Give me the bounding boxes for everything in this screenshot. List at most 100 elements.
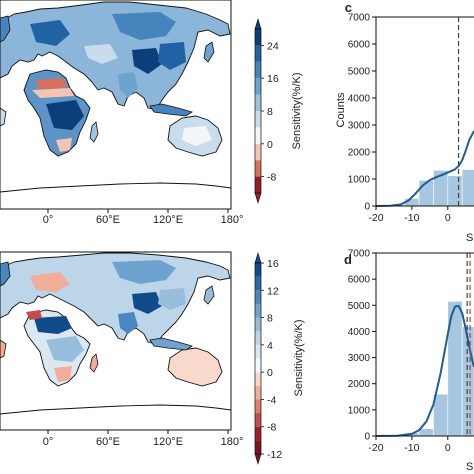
histogram-panel-d: d S 0 1000 2000 3000 4000 5000 6000 7000 -20 -10 0	[344, 249, 474, 473]
colorbar-b-tick-label: 4	[267, 340, 273, 352]
colorbar-a-segment	[255, 111, 261, 128]
map-a-tibet-patch	[132, 48, 162, 74]
map-b-south-africa-patch	[54, 366, 72, 382]
histogram-d-ytick-label: 3000	[348, 353, 371, 364]
colorbar-a-segment	[255, 176, 261, 193]
histogram-c-bar	[461, 169, 474, 207]
colorbar-b-label: Sensitivity(%/K)	[293, 319, 305, 396]
map-a-xtick-label: 120°E	[153, 214, 183, 226]
map-b-tibet-patch	[132, 292, 162, 314]
map-a-xtick-label: 180°	[221, 214, 244, 226]
histogram-d-ytick-label: 4000	[348, 327, 371, 338]
colorbar-a-segment	[255, 29, 261, 46]
colorbar-a: 24 16 8 0 -8 Sensitivity(%/K)	[254, 17, 303, 205]
panel-label-d: d	[344, 252, 352, 267]
histogram-d-xtick-label: -20	[368, 442, 383, 454]
histogram-c-ytick-label: 3000	[348, 121, 371, 132]
histogram-c-xtick-label: -20	[368, 212, 383, 224]
map-a-madagascar	[89, 121, 99, 143]
colorbar-b-segment	[255, 358, 261, 373]
colorbar-b-segment	[255, 399, 261, 414]
map-a-frame	[0, 0, 232, 210]
histogram-d-ytick-label: 6000	[348, 275, 371, 286]
map-b-europe-patch	[30, 272, 70, 292]
colorbar-b-segment	[255, 426, 261, 441]
colorbar-b-segment	[255, 290, 261, 304]
histogram-c-ytick-label: 6000	[348, 40, 371, 51]
colorbar-a-segment	[255, 127, 261, 144]
histogram-d-bar	[418, 428, 434, 437]
colorbar-b-segment	[255, 303, 261, 318]
histogram-d-xlabel-partial: S	[466, 461, 473, 473]
colorbar-a-segment	[255, 160, 261, 177]
map-a-congo-patch	[46, 100, 84, 130]
colorbar-a-tick-label: -8	[267, 172, 276, 184]
colorbar-a-extend-top	[254, 17, 262, 30]
map-b-sahel-dry-patch	[26, 310, 42, 320]
histogram-d-ytick-label: 0	[364, 432, 370, 443]
map-b-china-patch	[158, 288, 186, 310]
colorbar-a-tick-label: 8	[267, 106, 273, 118]
map-a-china-patch	[158, 42, 186, 70]
map-b-xtick-label: 60°E	[96, 436, 120, 448]
map-a-siberia-patch	[112, 12, 176, 40]
histogram-c-density-curve	[375, 130, 474, 207]
colorbar-a-tick-label: 24	[267, 40, 279, 52]
colorbar-b-segment	[255, 440, 261, 454]
map-b-sahara-patch	[34, 316, 72, 334]
colorbar-b-tick-label: 8	[267, 313, 273, 325]
colorbar-b-segment	[255, 263, 261, 277]
colorbar-b-tick-label: 16	[267, 258, 279, 270]
map-panel-b: 0° 60°E 120°E 180°	[0, 251, 243, 448]
map-b-xtick-label: 120°E	[153, 436, 183, 448]
colorbar-a-segment	[255, 61, 261, 79]
map-b-frame	[0, 251, 232, 431]
map-b-australia	[167, 347, 223, 387]
map-a-land	[0, 1, 231, 193]
colorbar-a-extend-bottom	[254, 192, 262, 205]
colorbar-b-segment	[255, 413, 261, 427]
histogram-c-ytick-label: 0	[364, 202, 370, 213]
colorbar-a-segment	[255, 94, 261, 111]
colorbar-b-tick-label: 0	[267, 367, 273, 379]
colorbar-b-frame	[254, 262, 262, 455]
map-a-xtick-label: 60°E	[96, 214, 120, 226]
colorbar-b-tick-label: -8	[267, 422, 276, 434]
map-b-americas-edge	[0, 261, 11, 287]
colorbar-b-segment	[255, 317, 261, 332]
colorbar-b-tick-label: -12	[267, 449, 282, 461]
histogram-c-xtick-label: 0	[445, 212, 451, 224]
histogram-c-ytick-label: 1000	[348, 175, 371, 186]
histogram-d-xtick-label: 0	[445, 442, 451, 454]
histogram-d-ytick-label: 5000	[348, 301, 371, 312]
map-panel-a: 0° 60°E 120°E 180°	[0, 0, 243, 226]
panel-label-c: c	[345, 0, 352, 15]
histogram-c-ytick-label: 7000	[348, 13, 371, 24]
map-b-siberia-patch	[112, 260, 176, 284]
colorbar-a-segment	[255, 143, 261, 161]
colorbar-b-tick-label: -4	[267, 394, 276, 406]
histogram-panel-c: c Counts S 0 1000 2000 3000 4000 5000 6000 7000…	[335, 0, 474, 244]
colorbar-a-segment	[255, 78, 261, 95]
map-a-sahara-dry-patch	[36, 78, 68, 90]
colorbar-b: 16 12 8 4 0 -4 -8 -12 Sensitivity(%/K)	[254, 251, 305, 466]
colorbar-b-tick-label: 12	[267, 285, 279, 297]
map-b-xticks: 0° 60°E 120°E 180°	[43, 430, 243, 448]
map-b-india-patch	[118, 312, 138, 334]
colorbar-b-extend-bottom	[254, 453, 262, 466]
histogram-d-xtick-label: -10	[404, 442, 419, 454]
histogram-d-ytick-label: 1000	[348, 405, 371, 416]
colorbar-b-segment	[255, 344, 261, 359]
map-a-sahara-pink-patch	[32, 88, 74, 98]
colorbar-b-segment	[255, 385, 261, 400]
map-a-europe-patch	[30, 20, 70, 46]
colorbar-b-extend-top	[254, 251, 262, 264]
colorbar-a-label: Sensitivity(%/K)	[291, 72, 303, 149]
map-b-land	[0, 252, 231, 415]
map-a-south-africa-patch	[56, 138, 72, 152]
histogram-c-bar	[447, 175, 463, 207]
map-a-japan	[203, 41, 215, 63]
colorbar-a-tick-label: 16	[267, 73, 279, 85]
map-a-xticks: 0° 60°E 120°E 180°	[43, 209, 244, 226]
colorbar-b-segment	[255, 276, 261, 291]
